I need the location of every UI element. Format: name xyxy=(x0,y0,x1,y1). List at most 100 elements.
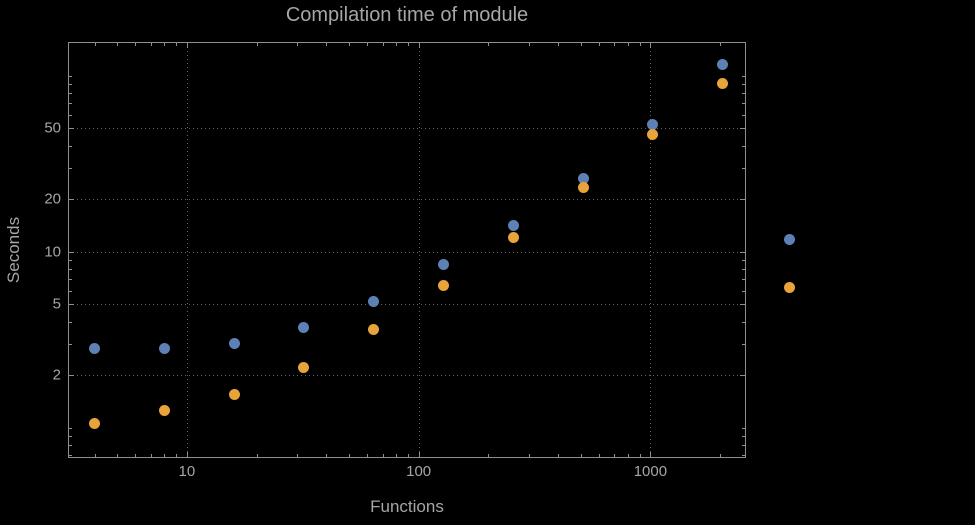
x-axis-tick xyxy=(580,454,582,457)
x-axis-tick xyxy=(326,454,328,457)
x-axis-tick-top xyxy=(382,43,384,46)
data-point-compile-time-orange xyxy=(298,361,310,373)
x-axis-tick-top xyxy=(117,43,119,46)
y-tick-label: 20 xyxy=(44,190,61,208)
y-axis-tick-right xyxy=(742,454,745,456)
y-axis-tick xyxy=(69,92,72,94)
x-axis-tick-top xyxy=(558,43,560,46)
y-axis-tick xyxy=(69,290,72,292)
y-axis-tick xyxy=(69,343,72,345)
y-axis-tick xyxy=(69,435,72,437)
x-axis-tick-top xyxy=(297,43,299,46)
y-axis-tick-right xyxy=(742,83,745,85)
gridline-x xyxy=(186,43,188,457)
x-axis-tick xyxy=(348,454,350,457)
x-axis-tick-top xyxy=(580,43,582,46)
y-tick-label: 50 xyxy=(44,119,61,137)
chart-title: Compilation time of module xyxy=(285,4,529,26)
x-axis-tick-top xyxy=(488,43,490,46)
y-axis-label: Seconds xyxy=(4,216,23,284)
y-axis-tick xyxy=(69,454,72,456)
y-axis-tick-right xyxy=(740,374,745,376)
x-tick-label: 1000 xyxy=(633,463,668,480)
x-axis-tick xyxy=(186,452,188,457)
y-axis-tick xyxy=(69,374,74,376)
gridline-x xyxy=(650,43,652,457)
data-point-compile-time-blue xyxy=(228,338,240,350)
y-axis-tick xyxy=(69,259,72,261)
y-axis-tick-right xyxy=(742,278,745,280)
data-point-compile-time-blue xyxy=(368,295,380,307)
y-axis-tick-right xyxy=(742,114,745,116)
y-axis-tick xyxy=(69,278,72,280)
data-point-compile-time-blue xyxy=(717,59,729,71)
legend-marker-1 xyxy=(784,234,795,245)
x-axis-tick-top xyxy=(176,43,178,46)
x-axis-tick xyxy=(627,454,629,457)
y-tick-label: 10 xyxy=(44,243,61,260)
data-point-compile-time-blue xyxy=(577,172,589,184)
y-axis-tick xyxy=(69,75,72,77)
data-point-compile-time-blue xyxy=(507,220,519,232)
x-axis-tick-top xyxy=(627,43,629,46)
x-axis-tick xyxy=(135,454,137,457)
data-point-compile-time-orange xyxy=(158,404,170,416)
y-axis-tick-right xyxy=(742,435,745,437)
y-axis-tick-right xyxy=(740,251,745,253)
x-axis-tick-top xyxy=(598,43,600,46)
x-axis-tick xyxy=(164,454,166,457)
y-tick-label: 5 xyxy=(52,295,61,313)
data-point-compile-time-blue xyxy=(89,343,101,355)
gridline-x xyxy=(418,43,420,457)
gridline-y xyxy=(69,251,745,253)
x-axis-tick xyxy=(558,454,560,457)
x-axis-tick-top xyxy=(348,43,350,46)
legend xyxy=(784,234,796,300)
y-axis-tick-right xyxy=(742,92,745,94)
x-axis-tick-top xyxy=(164,43,166,46)
y-axis-tick-right xyxy=(740,304,745,306)
x-axis-tick xyxy=(488,454,490,457)
x-axis-tick-top xyxy=(256,43,258,46)
y-axis-tick xyxy=(69,167,72,169)
x-axis-tick xyxy=(297,454,299,457)
x-axis-tick-top xyxy=(529,43,531,46)
y-axis-tick xyxy=(69,128,74,130)
x-axis-tick xyxy=(408,454,410,457)
y-axis-tick xyxy=(69,83,72,85)
x-axis-tick xyxy=(720,454,722,457)
x-axis-tick-top xyxy=(135,43,137,46)
data-point-compile-time-blue xyxy=(298,322,310,333)
x-axis-tick-top xyxy=(650,43,652,48)
y-tick-label: 2 xyxy=(52,366,61,384)
x-axis-tick-top xyxy=(396,43,398,46)
x-axis-tick xyxy=(529,454,531,457)
x-axis-tick-top xyxy=(408,43,410,46)
y-axis-tick xyxy=(69,304,74,306)
y-axis-tick xyxy=(69,268,72,270)
y-axis-tick xyxy=(69,251,74,253)
data-point-compile-time-orange xyxy=(228,388,240,400)
y-axis-tick-right xyxy=(740,198,745,200)
gridline-y xyxy=(69,304,745,306)
x-axis-tick-top xyxy=(150,43,152,46)
x-axis-tick xyxy=(418,452,420,457)
x-axis-tick xyxy=(94,454,96,457)
y-axis-tick-right xyxy=(742,268,745,270)
x-axis-tick xyxy=(639,454,641,457)
gridline-y xyxy=(69,198,745,200)
data-point-compile-time-orange xyxy=(717,78,729,90)
y-axis-tick xyxy=(69,321,72,323)
x-axis-tick xyxy=(396,454,398,457)
x-axis-label: Functions xyxy=(370,497,444,516)
legend-marker-2 xyxy=(784,282,795,293)
x-tick-label: 100 xyxy=(406,463,432,480)
y-axis-tick xyxy=(69,198,74,200)
x-axis-tick-top xyxy=(418,43,420,48)
gridline-y xyxy=(69,374,745,376)
x-axis-tick-top xyxy=(94,43,96,46)
data-point-compile-time-orange xyxy=(647,129,659,141)
y-axis-tick-right xyxy=(742,444,745,446)
x-axis-tick xyxy=(117,454,119,457)
y-axis-tick xyxy=(69,444,72,446)
